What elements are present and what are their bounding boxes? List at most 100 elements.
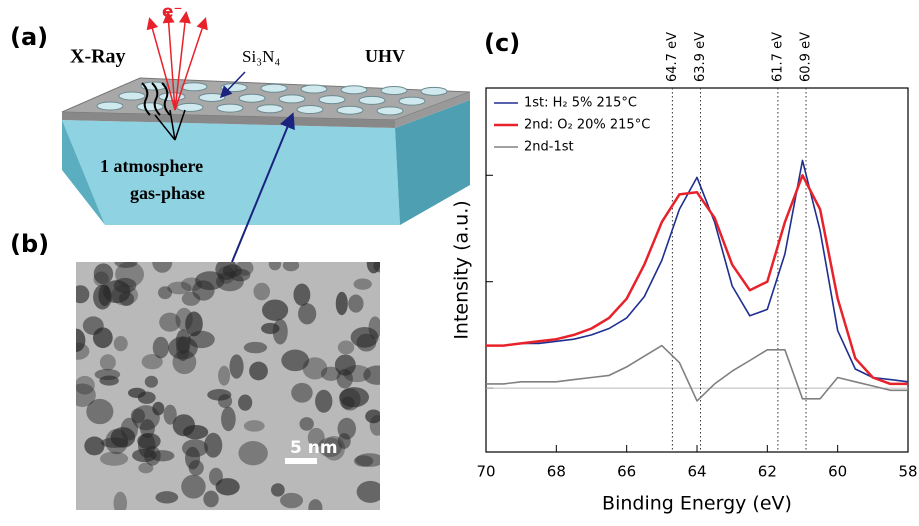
particle [99,451,129,466]
particle [243,420,265,432]
particle [363,365,380,385]
particle [320,366,341,381]
particle [111,284,139,306]
series-line [486,344,908,402]
legend-label: 2nd-1st [524,140,574,155]
cell-right [395,100,470,225]
hole [198,92,226,102]
particle [307,427,325,448]
annotation-label: 60.9 eV [799,32,814,82]
hole [96,101,124,111]
annotation-label: 63.9 eV [693,32,708,82]
particle [113,335,128,352]
hole [216,103,244,113]
electron-arrows [146,11,208,111]
annotation-label: 61.7 eV [770,32,785,82]
y-axis-label: Intensity (a.u.) [451,200,473,339]
particle [185,311,203,337]
legend-label: 1st: H₂ 5% 215°C [524,96,637,111]
particle [353,278,372,290]
particle [132,448,157,463]
particle [181,474,206,499]
particle [93,263,114,285]
particle [155,491,179,504]
x-tick-label: 58 [898,463,917,481]
particle [270,483,285,497]
particle [152,262,173,273]
particle [76,383,96,407]
scale-bar [285,458,317,464]
schematic: (a) X-Ray e⁻ Si₃N₄ UHV 1 atmosphere gas-… [10,2,471,263]
x-axis-label: Binding Energy (eV) [602,493,792,515]
particle [281,349,310,372]
x-tick-label: 66 [617,463,636,481]
particle [76,328,86,352]
particle [99,375,119,386]
hole [278,94,306,104]
hole [420,86,448,96]
particle [221,406,236,432]
hole [296,105,324,114]
particle [243,341,268,354]
hole [238,93,266,103]
particle [355,453,380,467]
particle [203,490,219,508]
cell-left [62,120,105,225]
x-tick-label: 60 [828,463,847,481]
particle [366,262,380,274]
hole [340,85,368,95]
particle [93,271,109,287]
particle [365,409,380,424]
membrane-edge [62,112,395,128]
xray-label: X-Ray [70,46,126,68]
particle [172,414,196,437]
hole [318,95,346,105]
hole [136,102,164,112]
hole [398,96,426,106]
particle [192,280,215,301]
particle [215,262,238,280]
particle [120,417,138,441]
xray-path [154,109,186,141]
particle [238,394,253,411]
particle [337,417,356,440]
particle [204,432,223,458]
particle [209,467,223,486]
particle [185,446,201,470]
particle [113,491,128,510]
particle [167,281,192,295]
particle [141,354,163,370]
hole [358,95,386,105]
hole [336,105,364,115]
particle [334,354,356,376]
hole [380,86,408,96]
particle [348,294,364,313]
particle [341,396,355,410]
particle [86,398,114,425]
particle [280,492,303,509]
particle [298,303,317,325]
hole [220,83,248,93]
x-tick-label: 62 [758,463,777,481]
particle [317,437,343,458]
particle [103,280,131,304]
particle [253,282,271,301]
particle [302,357,328,380]
hole [376,106,404,116]
particle [335,291,348,316]
series-line [486,174,908,386]
particle [76,375,95,395]
x-tick-label: 70 [476,463,495,481]
particle [337,340,355,355]
particle [282,262,300,272]
particle [249,361,268,381]
particle [137,432,161,450]
particle [291,382,313,403]
particle [76,285,90,304]
hole [256,104,284,114]
particle [84,436,105,456]
particle [218,365,231,386]
particle [114,262,138,268]
particle [353,455,374,467]
